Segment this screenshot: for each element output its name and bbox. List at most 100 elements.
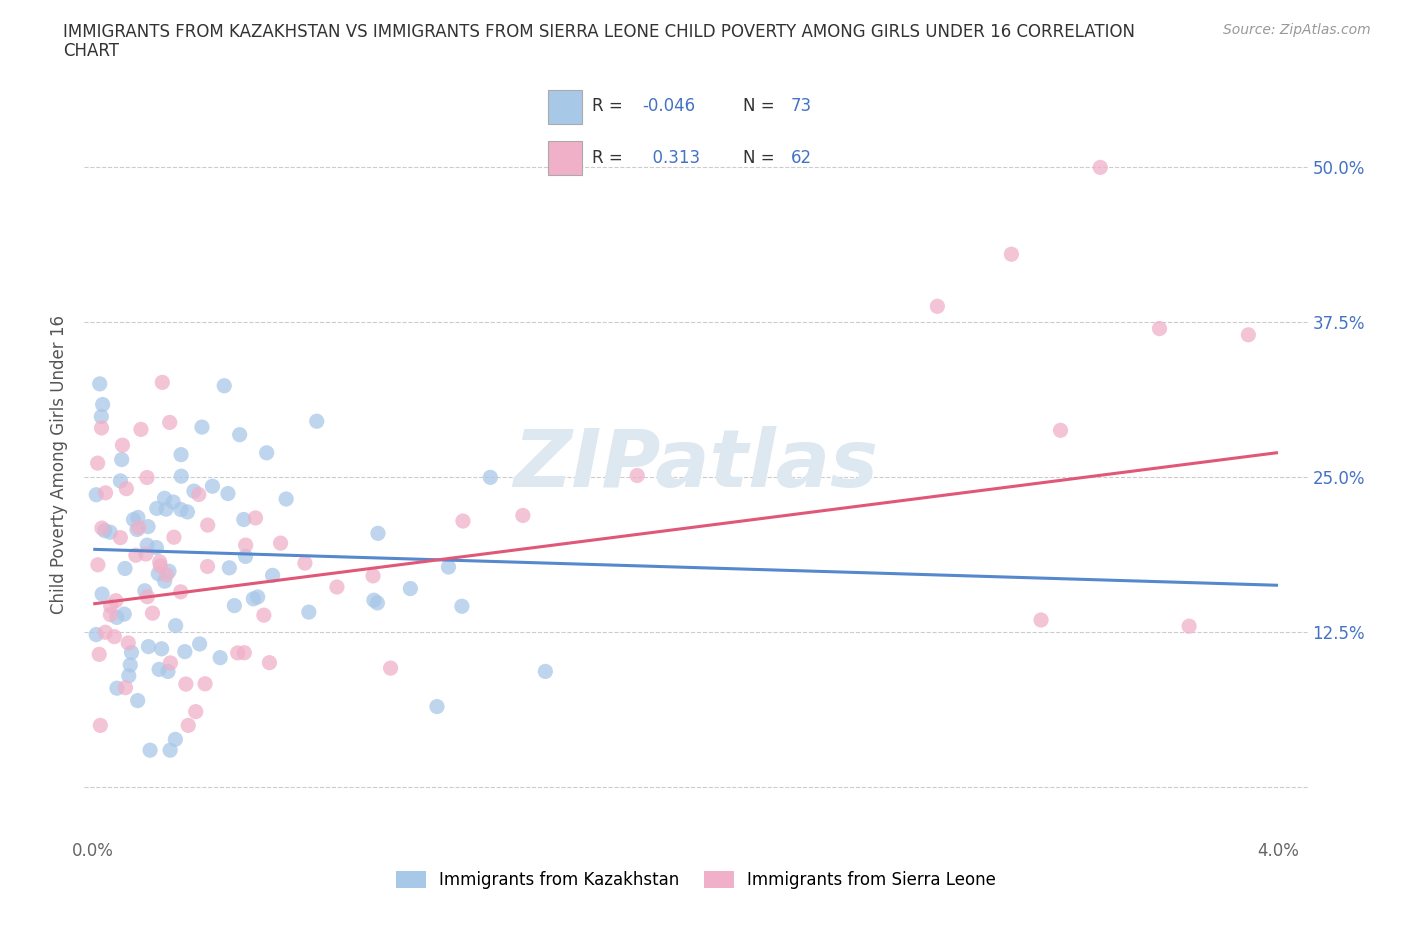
Point	[155, 501, 177, 516]
Point	[105, 610, 128, 625]
Point	[156, 664, 179, 679]
Point	[165, 618, 187, 633]
Point	[194, 676, 217, 691]
Point	[367, 525, 389, 540]
Point	[245, 511, 267, 525]
Point	[155, 567, 177, 582]
Point	[191, 419, 214, 434]
Point	[187, 487, 209, 502]
Point	[153, 574, 176, 589]
Point	[150, 642, 173, 657]
Point	[84, 487, 107, 502]
Point	[235, 549, 257, 564]
Text: ZIPatlas: ZIPatlas	[513, 426, 879, 504]
Point	[115, 481, 138, 496]
Point	[134, 583, 156, 598]
Point	[136, 590, 159, 604]
Point	[110, 530, 132, 545]
Point	[118, 669, 141, 684]
Point	[246, 590, 269, 604]
Point	[84, 627, 107, 642]
Point	[163, 530, 186, 545]
Point	[90, 409, 112, 424]
Point	[149, 558, 172, 573]
Point	[262, 568, 284, 583]
Point	[270, 536, 292, 551]
Text: 0.313: 0.313	[643, 149, 700, 166]
Point	[117, 635, 139, 650]
Point	[305, 414, 328, 429]
Point	[184, 704, 207, 719]
Point	[366, 595, 388, 610]
Point	[228, 427, 250, 442]
Point	[1178, 618, 1201, 633]
Point	[105, 681, 128, 696]
Point	[120, 658, 142, 672]
Point	[129, 422, 152, 437]
Point	[294, 556, 316, 571]
Point	[1149, 321, 1171, 336]
Point	[112, 606, 135, 621]
Point	[256, 445, 278, 460]
Point	[87, 557, 110, 572]
Point	[479, 470, 502, 485]
Point	[242, 591, 264, 606]
Y-axis label: Child Poverty Among Girls Under 16: Child Poverty Among Girls Under 16	[51, 315, 69, 615]
Point	[626, 468, 648, 483]
Point	[159, 743, 181, 758]
Point	[125, 548, 148, 563]
Text: N =: N =	[744, 98, 775, 115]
Point	[127, 510, 149, 525]
Point	[399, 581, 422, 596]
Point	[173, 644, 195, 659]
Point	[91, 397, 114, 412]
Text: 73: 73	[790, 98, 811, 115]
Point	[111, 452, 134, 467]
Text: CHART: CHART	[63, 42, 120, 60]
Point	[218, 561, 240, 576]
Point	[135, 547, 157, 562]
Point	[104, 593, 127, 608]
Point	[165, 732, 187, 747]
Text: IMMIGRANTS FROM KAZAKHSTAN VS IMMIGRANTS FROM SIERRA LEONE CHILD POVERTY AMONG G: IMMIGRANTS FROM KAZAKHSTAN VS IMMIGRANTS…	[63, 23, 1135, 41]
Point	[927, 299, 949, 313]
Text: 62: 62	[790, 149, 811, 166]
Text: Source: ZipAtlas.com: Source: ZipAtlas.com	[1223, 23, 1371, 37]
Point	[170, 502, 193, 517]
Point	[136, 538, 159, 552]
Text: R =: R =	[592, 98, 623, 115]
Point	[111, 438, 134, 453]
Point	[94, 625, 117, 640]
Point	[141, 605, 163, 620]
Point	[110, 473, 132, 488]
Point	[235, 538, 257, 552]
Point	[122, 512, 145, 527]
Point	[1029, 613, 1052, 628]
Point	[1090, 160, 1112, 175]
Point	[89, 718, 111, 733]
Point	[170, 469, 193, 484]
Point	[201, 479, 224, 494]
Point	[188, 636, 211, 651]
Point	[174, 677, 197, 692]
Point	[138, 639, 160, 654]
Point	[136, 519, 159, 534]
Point	[91, 587, 114, 602]
Point	[259, 656, 281, 671]
Point	[326, 579, 349, 594]
Point	[128, 520, 150, 535]
Point	[212, 379, 235, 393]
Point	[426, 699, 449, 714]
Point	[534, 664, 557, 679]
Point	[437, 560, 460, 575]
Point	[226, 645, 249, 660]
Point	[162, 495, 184, 510]
Point	[145, 501, 167, 516]
Point	[93, 524, 115, 538]
Point	[361, 568, 384, 583]
Point	[148, 662, 170, 677]
Point	[90, 420, 112, 435]
Point	[298, 604, 321, 619]
Point	[183, 484, 205, 498]
Point	[159, 656, 181, 671]
